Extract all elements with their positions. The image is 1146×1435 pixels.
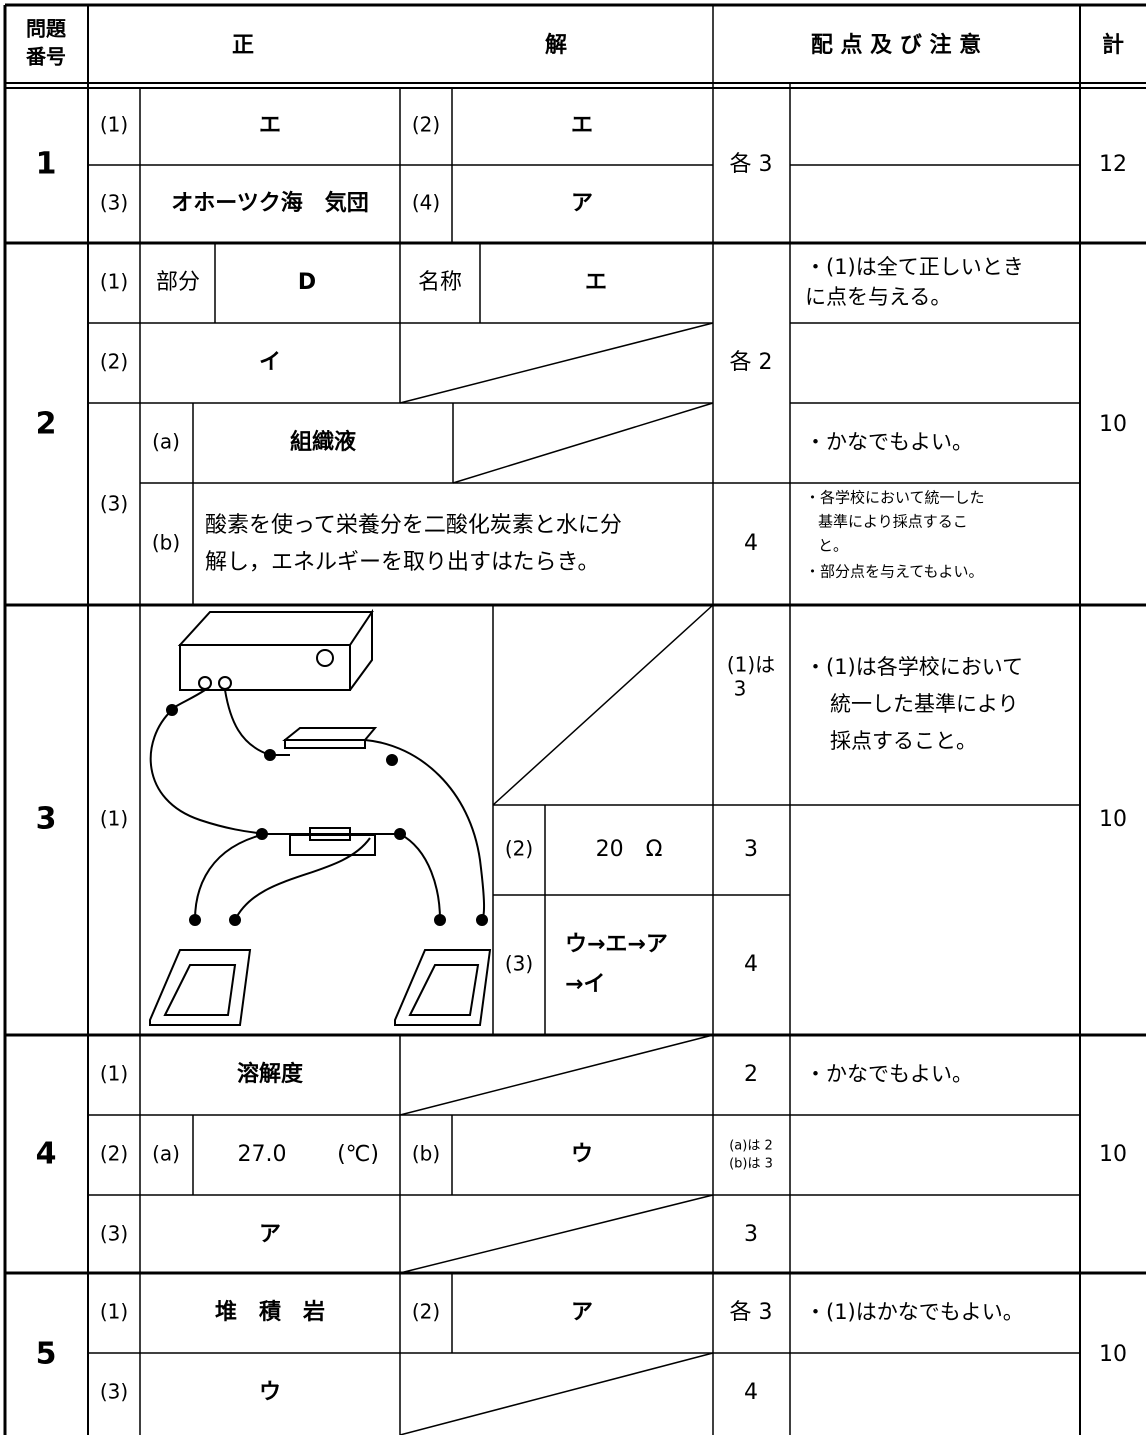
item-label: (1) (100, 1300, 128, 1324)
answer: 堆 積 岩 (215, 1300, 325, 1325)
note: 基準により採点するこ (818, 513, 968, 531)
table-line (399, 1034, 714, 1116)
header-correct: 正 (232, 33, 254, 58)
points: 2 (744, 1062, 758, 1087)
answer: エ (259, 113, 281, 138)
item-label: (3) (100, 1380, 128, 1404)
question-number: 5 (36, 1337, 57, 1372)
table-lines (3, 3, 1146, 1435)
table-line (399, 1352, 714, 1435)
points: 3 (734, 677, 747, 701)
answer: 酸素を使って栄養分を二酸化炭素と水に分 (205, 513, 622, 538)
note: と。 (818, 537, 848, 555)
answer: ア (259, 1222, 281, 1247)
answer: エ (571, 113, 593, 138)
points: (a)は 2 (729, 1139, 773, 1154)
sub-label: (a) (152, 1142, 180, 1166)
points: 4 (744, 1380, 758, 1405)
question-number: 3 (36, 802, 57, 837)
table-line (452, 402, 714, 484)
sub-label: (b) (412, 1142, 440, 1166)
answer: 組織液 (290, 429, 356, 455)
item-label: (3) (505, 952, 533, 976)
answer: ウ (571, 1142, 593, 1167)
points: 3 (744, 1222, 758, 1247)
field-label: 部分 (156, 270, 200, 295)
table-line (399, 322, 714, 404)
item-label: (1) (100, 1062, 128, 1086)
note: ・かなでもよい。 (805, 1062, 973, 1086)
points: 4 (744, 531, 758, 556)
header-number: 問題 (26, 17, 67, 41)
total: 10 (1099, 807, 1127, 832)
answer: 解し，エネルギーを取り出すはたらき。 (205, 550, 599, 575)
note: ・(1)は各学校において (805, 655, 1023, 679)
question-number: 2 (36, 407, 57, 442)
table-line (399, 1194, 714, 1274)
header-answer: 解 (545, 32, 567, 58)
points: (b)は 3 (729, 1157, 773, 1172)
item-label: (4) (412, 191, 440, 215)
points: 4 (744, 952, 758, 977)
note: ・部分点を与えてもよい。 (805, 563, 984, 581)
note: ・(1)はかなでもよい。 (805, 1300, 1024, 1324)
question-number: 4 (36, 1137, 57, 1172)
note: ・(1)は全て正しいとき (805, 255, 1024, 279)
points: 3 (744, 837, 758, 862)
answer: イ (259, 350, 281, 375)
field-label: 名称 (418, 270, 462, 295)
points: 各 2 (730, 350, 773, 375)
note: 統一した基準により (830, 692, 1019, 716)
unit: (℃) (337, 1142, 379, 1167)
item-label: (2) (412, 1300, 440, 1324)
answer: 27.0 (238, 1142, 287, 1167)
answer: →イ (565, 972, 605, 997)
points: (1)は (727, 653, 775, 677)
answer: 溶解度 (237, 1061, 304, 1087)
note: 採点すること。 (830, 729, 977, 753)
header-points: 配 点 及 び 注 意 (811, 32, 981, 58)
note: ・かなでもよい。 (805, 430, 973, 454)
question-number: 1 (36, 147, 57, 182)
total: 10 (1099, 1342, 1127, 1367)
answer: エ (585, 270, 607, 295)
note: に点を与える。 (805, 285, 951, 309)
table-line (492, 604, 714, 806)
circuit-figure (149, 608, 492, 1026)
sub-label: (b) (152, 531, 180, 555)
answer: ア (571, 191, 593, 216)
answer: ア (571, 1300, 593, 1325)
answer: ウ (259, 1380, 281, 1405)
item-label: (1) (100, 270, 128, 294)
item-label: (3) (100, 492, 128, 516)
header-total: 計 (1102, 32, 1124, 58)
total: 10 (1099, 412, 1127, 437)
item-label: (2) (505, 837, 533, 861)
points: 各 3 (730, 152, 773, 177)
answer: オホーツク海 気団 (171, 190, 369, 216)
total: 10 (1099, 1142, 1127, 1167)
note: ・各学校において統一した (805, 489, 985, 507)
item-label: (2) (412, 113, 440, 137)
item-label: (2) (100, 350, 128, 374)
points: 各 3 (730, 1300, 773, 1325)
header-number: 番号 (25, 45, 66, 69)
sub-label: (a) (152, 430, 180, 454)
item-label: (3) (100, 191, 128, 215)
total: 12 (1099, 152, 1127, 177)
item-label: (1) (100, 807, 128, 831)
answer: ウ→エ→ア (565, 932, 668, 957)
item-label: (3) (100, 1222, 128, 1246)
item-label: (2) (100, 1142, 128, 1166)
answer: 20 Ω (596, 837, 663, 862)
answer: D (298, 270, 316, 295)
item-label: (1) (100, 113, 128, 137)
